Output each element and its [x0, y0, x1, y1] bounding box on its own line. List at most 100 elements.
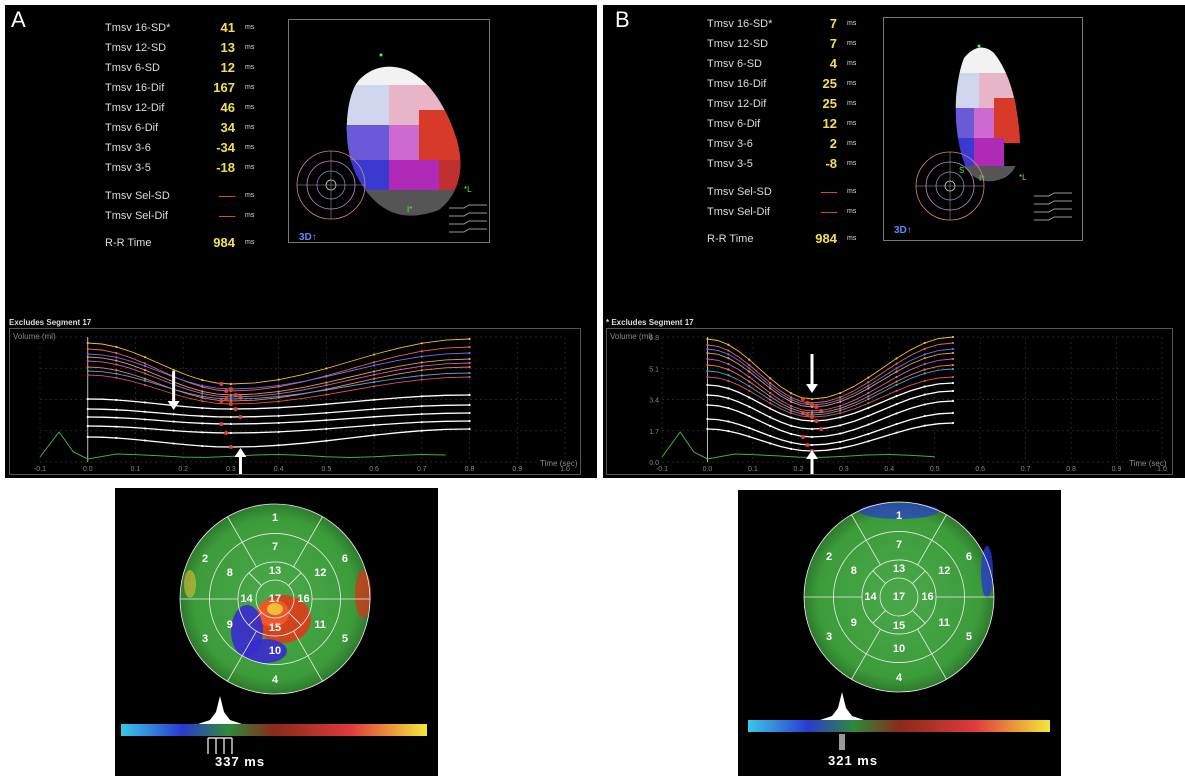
curve-sample-point	[143, 379, 147, 382]
min-volume-point	[228, 387, 233, 391]
curve-sample-point	[468, 345, 471, 349]
metric-value: -18	[216, 160, 235, 175]
ecg-trace	[661, 431, 935, 460]
curve-sample-point	[839, 424, 842, 427]
curve-sample-point	[143, 356, 147, 359]
curve-sample-point	[923, 424, 926, 427]
indicator-arrow-head	[806, 384, 818, 393]
x-tick-label: 0.8	[465, 466, 475, 473]
segment-label: 11	[938, 617, 951, 630]
curve-sample-point	[143, 439, 147, 442]
curve-sample-point	[706, 363, 709, 367]
curve-sample-point	[277, 430, 280, 433]
svg-text:I*: I*	[407, 205, 412, 214]
curve-sample-point	[867, 398, 870, 401]
curve-sample-point	[201, 444, 204, 448]
curve-sample-point	[839, 440, 842, 444]
curve-sample-point	[468, 357, 471, 361]
panel-a-volume-graph[interactable]: -0.1 0.0 0.1 0.2 0.3 0.4 0.5 0.6 0.7 0.8 0.9 1.0 Vo…	[9, 328, 581, 475]
curve-sample-point	[727, 379, 730, 382]
metric-value: -8	[825, 156, 837, 171]
segment-boundary	[248, 572, 262, 586]
curve-sample-point	[895, 370, 898, 373]
bullseye-b-panel: 321 ms 1 2 3 4 5 6 7 8 9 10 11 12 13 14 15 16 17	[738, 490, 1061, 776]
metric-name: R-R Time	[105, 237, 152, 249]
delay-region	[859, 503, 939, 519]
metric-name: Tmsv 16-SD*	[105, 22, 171, 34]
curve-sample-point	[706, 351, 709, 355]
y-tick-label: 0.0	[649, 460, 659, 467]
delay-region	[243, 639, 287, 663]
curve-sample-point	[86, 365, 89, 369]
curve-sample-point	[895, 375, 898, 379]
segment-boundary	[248, 612, 262, 626]
x-tick-label: 0.5	[930, 466, 940, 473]
curve-sample-point	[468, 411, 471, 415]
x-tick-label: 0.1	[131, 466, 141, 473]
metric-unit: ms	[847, 160, 857, 167]
curve-sample-point	[86, 373, 89, 377]
curve-sample-point	[229, 407, 233, 411]
segment-label: 2	[826, 550, 833, 563]
curve-sample-point	[923, 362, 926, 366]
curve-sample-point	[769, 384, 772, 387]
curve-sample-point	[172, 442, 175, 445]
curve-sample-point	[706, 393, 709, 397]
curve-sample-point	[839, 400, 842, 403]
curve-sample-point	[372, 364, 376, 367]
segment-boundary	[912, 610, 926, 624]
segment-volume-curve	[707, 390, 953, 430]
metric-value: 2	[829, 136, 837, 151]
bullseye-disc	[804, 502, 994, 692]
curve-sample-point	[789, 441, 793, 444]
curve-sample-point	[839, 409, 842, 412]
curve-sample-point	[229, 431, 233, 435]
curve-sample-point	[867, 423, 870, 426]
min-volume-point	[233, 393, 238, 397]
curve-sample-point	[143, 362, 147, 365]
curve-sample-point	[372, 424, 376, 427]
panel-b-volume-graph[interactable]: -0.1 0.0 0.1 0.2 0.3 0.4 0.5 0.6 0.7 0.8 0.9 1.0 0.0…	[606, 328, 1173, 475]
curve-sample-point	[810, 419, 814, 423]
min-volume-point	[228, 402, 233, 406]
curve-sample-point	[468, 375, 471, 379]
curve-sample-point	[420, 361, 423, 364]
panel-b-ylabel: Volume (ml)	[610, 332, 653, 341]
panel-a-3d-tag: 3D↑	[299, 232, 317, 242]
curve-sample-point	[420, 395, 423, 398]
ring-boundary	[879, 577, 919, 617]
metric-name: Tmsv Sel-Dif	[105, 210, 168, 222]
curve-sample-point	[86, 407, 89, 411]
curve-sample-point	[468, 365, 471, 369]
x-tick-label: 0.2	[178, 466, 188, 473]
segment-label: 9	[850, 617, 857, 630]
panel-b-3d-model-view[interactable]: *L I* S 3D↑	[883, 17, 1083, 241]
panel-a: A Tmsv 16-SD* 41 ms Tmsv 12-SD 13 ms Tmsv 6-SD…	[5, 5, 597, 478]
curve-sample-point	[372, 361, 376, 364]
curve-sample-point	[839, 447, 842, 450]
metric-unit: ms	[245, 24, 255, 31]
curve-sample-point	[372, 408, 376, 411]
segment-boundary	[288, 612, 302, 626]
ring-boundary	[255, 579, 295, 619]
indicator-arrow-head	[234, 448, 247, 457]
min-volume-point	[238, 395, 243, 399]
panel-a-3d-model-view[interactable]: *L I* 3D↑	[288, 19, 490, 243]
curve-sample-point	[325, 381, 328, 384]
x-tick-label: 0.0	[703, 466, 713, 473]
curve-sample-point	[895, 389, 898, 392]
metric-name: Tmsv 6-Dif	[707, 118, 761, 130]
panel-b-xlabel: Time (sec)	[1129, 459, 1167, 468]
metric-name: Tmsv 3-6	[105, 142, 151, 154]
panel-b-label: B	[615, 7, 630, 32]
metric-unit: ms	[245, 64, 255, 71]
metric-name: Tmsv Sel-Dif	[707, 206, 770, 218]
curve-sample-point	[748, 414, 751, 418]
segment-label: 17	[268, 593, 282, 605]
segment-label: 14	[864, 591, 877, 603]
curve-sample-point	[420, 350, 423, 353]
curve-sample-point	[115, 416, 118, 419]
curve-sample-point	[895, 403, 898, 406]
metric-unit: ms	[245, 44, 255, 51]
segment-label: 12	[938, 564, 951, 577]
